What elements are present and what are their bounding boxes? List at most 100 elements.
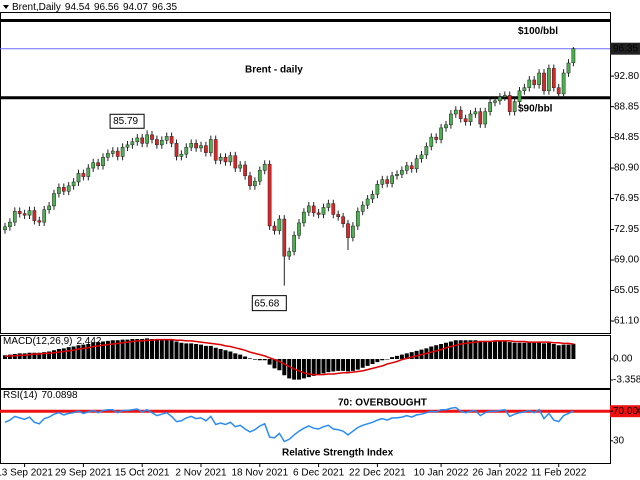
candle-body	[380, 179, 385, 185]
macd-bar	[365, 359, 370, 366]
dropdown-icon	[3, 5, 9, 9]
candle-body	[517, 90, 522, 102]
x-tick-label: 2 Nov 2021	[175, 468, 227, 479]
indicator-name: MACD(12,26,9)	[3, 336, 72, 347]
candle-body	[130, 141, 135, 146]
rsi-line	[4, 406, 574, 443]
macd-bar	[199, 344, 203, 359]
macd-bar	[561, 344, 566, 359]
macd-bar	[316, 359, 321, 375]
candle-body	[223, 156, 228, 163]
candle-body	[115, 150, 120, 157]
x-tick-label: 29 Sep 2021	[55, 468, 112, 479]
macd-bar	[458, 340, 463, 359]
macd-bar	[493, 340, 497, 359]
x-tick-label: 18 Nov 2021	[231, 468, 288, 479]
candle-body	[507, 95, 512, 112]
candle-body	[169, 136, 174, 144]
macd-bar	[248, 358, 252, 359]
y-tick-label: 72.95	[614, 224, 639, 235]
macd-bar	[208, 345, 213, 359]
candle-body	[556, 87, 561, 95]
candle-body	[194, 143, 198, 149]
macd-bar	[3, 355, 7, 359]
candle-body	[272, 225, 277, 231]
candle-body	[551, 68, 556, 88]
candle-body	[12, 211, 17, 223]
macd-bar	[507, 342, 512, 359]
candle-body	[17, 211, 22, 214]
macd-bar	[66, 347, 71, 359]
candle-body	[218, 156, 223, 161]
rsi-header: RSI(14) 70.0898	[3, 390, 78, 401]
candle-body	[8, 221, 12, 228]
candle-body	[37, 220, 42, 223]
macd-bar	[306, 359, 311, 378]
candle-body	[164, 136, 169, 141]
candle-body	[282, 218, 287, 257]
candle-body	[532, 79, 537, 85]
candle-body	[316, 212, 321, 215]
panel-frame	[0, 335, 611, 389]
candle-body	[429, 136, 434, 147]
candle-body	[439, 127, 443, 140]
candle-body	[101, 156, 105, 166]
macd-bar	[522, 342, 527, 359]
candle-body	[150, 134, 154, 140]
price-tag-label: 96.35	[613, 43, 638, 54]
macd-bar	[174, 341, 179, 359]
candle-body	[566, 62, 571, 74]
macd-bar	[159, 339, 164, 359]
annotation-box	[251, 295, 287, 312]
candle-body	[267, 163, 272, 227]
macd-bar	[546, 342, 551, 359]
candle-body	[32, 210, 37, 221]
macd-bar	[517, 342, 522, 359]
macd-bar	[17, 353, 22, 359]
candle-body	[370, 194, 375, 200]
candle-body	[404, 165, 409, 171]
chart-title: Brent - daily	[245, 65, 303, 76]
macd-bar	[556, 345, 561, 359]
candle-body	[22, 213, 27, 216]
candle-body	[458, 109, 463, 119]
x-tick-label: 6 Dec 2021	[293, 468, 345, 479]
candle-body	[174, 143, 179, 157]
indicator-value: 2.442	[76, 336, 101, 347]
candle-body	[390, 175, 394, 184]
candle-body	[395, 173, 399, 177]
candle-body	[3, 226, 7, 231]
trough-label: 65.68	[254, 298, 279, 309]
macd-bar	[414, 350, 419, 359]
candle-body	[306, 205, 311, 213]
y-tick-label: 84.85	[614, 132, 639, 143]
candle-body	[326, 203, 331, 208]
macd-bar	[542, 343, 546, 359]
macd-bar	[404, 353, 409, 359]
macd-bar	[252, 359, 257, 360]
candle-body	[414, 158, 419, 170]
candle-body	[86, 167, 91, 177]
macd-bar	[154, 339, 159, 359]
header-value: 94.54	[65, 2, 90, 13]
macd-bar	[22, 353, 27, 359]
macd-bar	[61, 348, 66, 359]
macd-bar	[47, 351, 52, 359]
macd-bar	[395, 355, 399, 359]
candle-body	[184, 146, 189, 155]
candle-body	[346, 223, 350, 238]
macd-bar	[91, 342, 96, 359]
candle-body	[199, 145, 203, 149]
price-tag	[610, 42, 640, 55]
level-label: $90/bbl	[518, 103, 553, 114]
candle-body	[238, 164, 243, 169]
candle-body	[27, 210, 32, 216]
rsi-annotation: Relative Strength Index	[282, 448, 394, 459]
candle-body	[248, 175, 252, 187]
macd-bar	[355, 359, 360, 370]
candle-body	[47, 205, 51, 211]
candle-body	[52, 193, 56, 207]
candle-body	[287, 251, 292, 257]
macd-header: MACD(12,26,9) 2.442	[3, 336, 102, 347]
candle-body	[547, 68, 551, 92]
